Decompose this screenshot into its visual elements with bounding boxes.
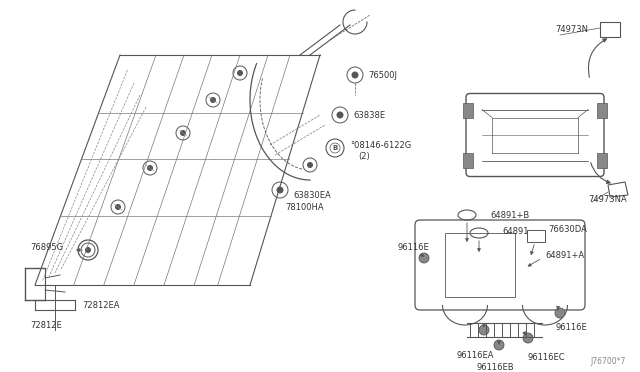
Text: 76500J: 76500J xyxy=(368,71,397,80)
Bar xyxy=(463,103,473,118)
Text: (2): (2) xyxy=(358,151,370,160)
Text: 74973N: 74973N xyxy=(555,26,588,35)
Text: 78100HA: 78100HA xyxy=(285,202,324,212)
Circle shape xyxy=(337,112,343,118)
Text: J76700*7: J76700*7 xyxy=(590,357,625,366)
Bar xyxy=(600,22,620,37)
Text: 63830EA: 63830EA xyxy=(293,190,331,199)
Text: 64891+B: 64891+B xyxy=(490,211,529,219)
Text: 96116EB: 96116EB xyxy=(476,363,514,372)
Text: 72812E: 72812E xyxy=(30,321,61,330)
Text: 64891: 64891 xyxy=(502,228,529,237)
Bar xyxy=(597,103,607,118)
Bar xyxy=(463,153,473,167)
Circle shape xyxy=(555,308,565,318)
Circle shape xyxy=(419,253,429,263)
Circle shape xyxy=(211,97,216,103)
Text: 74973NA: 74973NA xyxy=(588,196,627,205)
Text: °08146-6122G: °08146-6122G xyxy=(350,141,412,150)
Text: 64891+A: 64891+A xyxy=(545,250,584,260)
Text: 96116E: 96116E xyxy=(555,324,587,333)
Text: B: B xyxy=(332,145,338,151)
Circle shape xyxy=(352,72,358,78)
Text: 96116EA: 96116EA xyxy=(456,350,493,359)
Circle shape xyxy=(147,166,152,170)
Bar xyxy=(527,230,545,242)
Circle shape xyxy=(115,205,120,209)
Circle shape xyxy=(494,340,504,350)
Text: 96116E: 96116E xyxy=(398,244,429,253)
Bar xyxy=(445,233,515,297)
Text: 96116EC: 96116EC xyxy=(528,353,566,362)
Circle shape xyxy=(86,247,90,253)
Text: 76630DA: 76630DA xyxy=(548,224,587,234)
Circle shape xyxy=(307,163,312,167)
Circle shape xyxy=(523,333,533,343)
Text: 72812EA: 72812EA xyxy=(82,301,120,310)
Text: 76895G: 76895G xyxy=(30,244,63,253)
Circle shape xyxy=(237,71,243,76)
Circle shape xyxy=(180,131,186,135)
Circle shape xyxy=(479,325,489,335)
Circle shape xyxy=(277,187,283,193)
Text: 63838E: 63838E xyxy=(353,110,385,119)
Bar xyxy=(597,153,607,167)
